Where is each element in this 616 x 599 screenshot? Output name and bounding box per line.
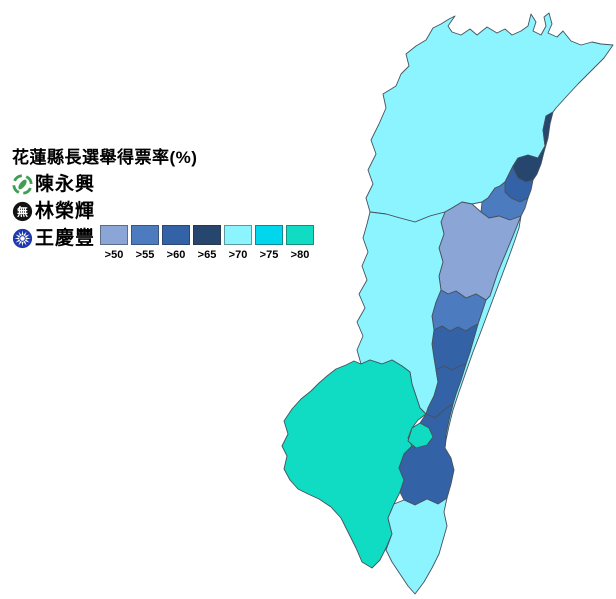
legend: 花蓮縣長選舉得票率(%) 陳永興 無 林榮輝 王慶豐 [12, 147, 372, 261]
scale-swatch [193, 225, 222, 245]
scale-label: >70 [228, 249, 248, 261]
dpp-party-icon [12, 174, 33, 195]
scale-swatch [255, 225, 284, 245]
scale-swatch [162, 225, 191, 245]
region-fuli [385, 497, 448, 595]
color-scale: >50 >55 >60 >65 >70 [100, 225, 317, 261]
scale-bucket: >60 [162, 225, 191, 261]
scale-label: >55 [135, 249, 155, 261]
scale-swatch [131, 225, 160, 245]
region-zhuoxi [281, 359, 427, 569]
scale-swatch [100, 225, 129, 245]
region-zhuoxi-east-lobe [407, 422, 434, 449]
map-title: 花蓮縣長選舉得票率(%) [12, 148, 198, 167]
candidate-name: 王慶豐 [35, 228, 96, 249]
scale-bucket: >70 [224, 225, 253, 261]
scale-label: >80 [290, 249, 310, 261]
candidate-row-wang: 王慶豐 >50 >55 >60 >65 [12, 225, 372, 261]
region-xiulin [365, 12, 614, 223]
scale-swatch [286, 225, 315, 245]
independent-party-icon: 無 [12, 201, 33, 222]
scale-bucket: >55 [131, 225, 160, 261]
candidate-row-lin: 無 林榮輝 [12, 201, 372, 223]
region-guangfu [431, 323, 479, 371]
scale-bucket: >75 [255, 225, 284, 261]
scale-label: >65 [197, 249, 217, 261]
candidate-name: 林榮輝 [35, 201, 96, 222]
scale-swatch [224, 225, 253, 245]
kmt-party-icon [12, 228, 33, 249]
scale-bucket: >65 [193, 225, 222, 261]
candidate-name: 陳永興 [35, 174, 96, 195]
scale-label: >60 [166, 249, 186, 261]
independent-icon-glyph: 無 [17, 205, 28, 219]
scale-label: >75 [259, 249, 279, 261]
scale-label: >50 [104, 249, 124, 261]
scale-bucket: >50 [100, 225, 129, 261]
candidate-row-chen: 陳永興 [12, 174, 372, 196]
scale-bucket: >80 [286, 225, 315, 261]
